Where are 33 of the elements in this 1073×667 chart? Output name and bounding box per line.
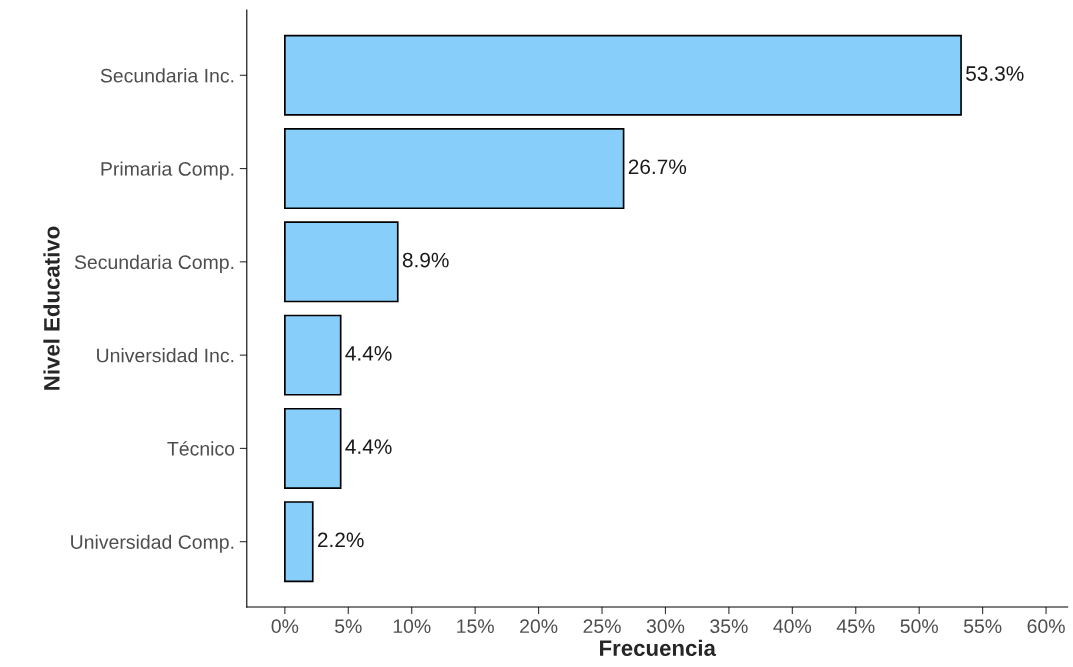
x-tick-label: 0%	[271, 619, 299, 634]
y-tick-label: Secundaria Inc.	[100, 68, 234, 83]
data-label: 4.4%	[345, 346, 392, 361]
x-tick-label: 35%	[710, 619, 748, 634]
y-tick-label: Primaria Comp.	[101, 161, 234, 180]
x-tick-label: 50%	[900, 619, 938, 634]
x-tick-label: 60%	[1027, 619, 1065, 634]
x-tick-label: 15%	[457, 619, 494, 634]
bar	[284, 407, 342, 489]
data-label: 26.7%	[628, 159, 687, 175]
y-tick-label: Universidad Comp.	[71, 534, 234, 553]
y-tick-label: Secundaria Comp.	[74, 254, 234, 273]
y-tick-label: Universidad Inc.	[97, 348, 234, 363]
data-label: 53.3%	[966, 66, 1024, 81]
x-tick-label: 25%	[583, 619, 621, 634]
bar	[284, 34, 962, 116]
x-tick-label: 30%	[646, 619, 685, 634]
y-tick-label: Técnico	[167, 441, 235, 456]
x-tick-label: 45%	[836, 619, 875, 634]
data-label: 8.9%	[402, 252, 449, 268]
bar	[284, 314, 342, 396]
x-axis-title: Frecuencia	[600, 639, 717, 656]
x-tick-label: 5%	[335, 619, 362, 634]
bar	[284, 128, 625, 210]
data-label: 4.4%	[345, 439, 392, 454]
y-axis-title: Nivel Educativo	[43, 226, 60, 390]
x-tick-label: 20%	[520, 619, 558, 634]
data-label: 2.2%	[317, 532, 364, 548]
bar	[284, 501, 314, 583]
x-tick-label: 40%	[773, 619, 812, 634]
bar	[284, 221, 399, 303]
x-tick-label: 55%	[963, 619, 1002, 634]
x-tick-label: 10%	[393, 619, 431, 634]
